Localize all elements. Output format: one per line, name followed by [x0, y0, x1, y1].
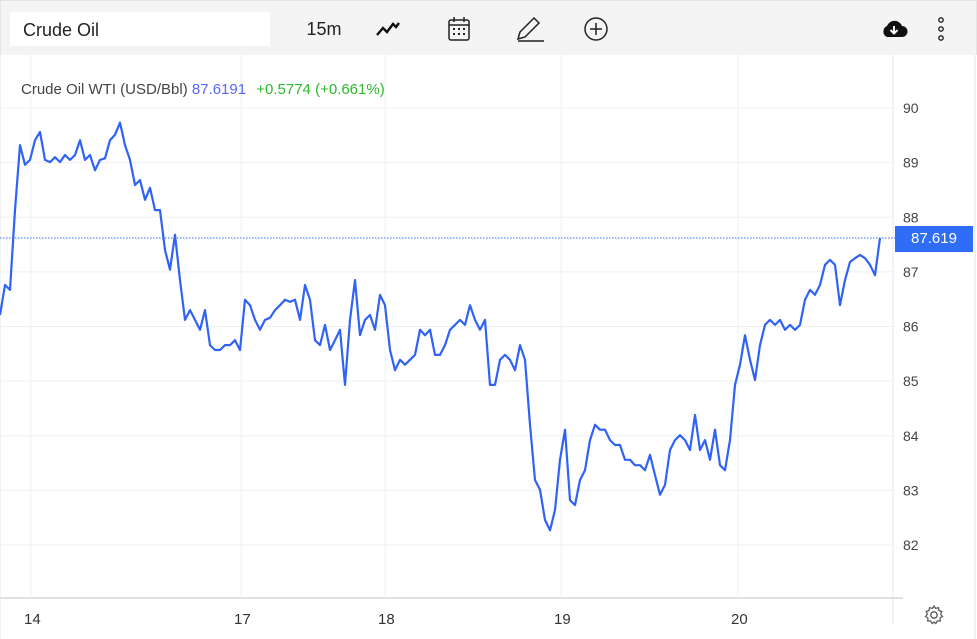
y-tick-label: 86 [903, 319, 919, 335]
x-tick-label: 18 [378, 611, 395, 628]
legend-change: +0.5774 (+0.661%) [256, 81, 385, 98]
y-tick-label: 87 [903, 264, 919, 280]
y-tick-label: 83 [903, 482, 919, 498]
last-price-badge: 87.619 [895, 226, 973, 252]
calendar-icon[interactable] [444, 13, 474, 45]
legend-price: 87.6191 [191, 81, 247, 98]
y-tick-label: 85 [903, 373, 919, 389]
y-tick-label: 90 [903, 100, 919, 116]
y-tick-label: 88 [903, 209, 919, 225]
interval-button[interactable]: 15m [306, 18, 342, 39]
cloud-download-icon[interactable] [879, 13, 909, 45]
x-tick-label: 14 [24, 611, 41, 628]
chart-legend: Crude Oil WTI (USD/Bbl) 87.6191 +0.5774 … [21, 81, 385, 98]
more-vertical-icon[interactable] [931, 13, 951, 45]
y-tick-label: 89 [903, 155, 919, 171]
y-tick-label: 84 [903, 428, 919, 444]
y-tick-label: 82 [903, 537, 919, 553]
line-chart-icon[interactable] [373, 13, 403, 45]
x-tick-label: 20 [731, 611, 748, 628]
symbol-input[interactable]: Crude Oil [10, 12, 270, 46]
pencil-icon[interactable] [513, 13, 547, 45]
price-line [0, 121, 882, 532]
gear-icon[interactable] [922, 603, 946, 627]
toolbar: Crude Oil 15m [0, 0, 977, 55]
instrument-name: Crude Oil WTI (USD/Bbl) [21, 81, 188, 98]
x-tick-label: 19 [554, 611, 571, 628]
plus-circle-icon[interactable] [581, 13, 611, 45]
x-tick-label: 17 [234, 611, 251, 628]
